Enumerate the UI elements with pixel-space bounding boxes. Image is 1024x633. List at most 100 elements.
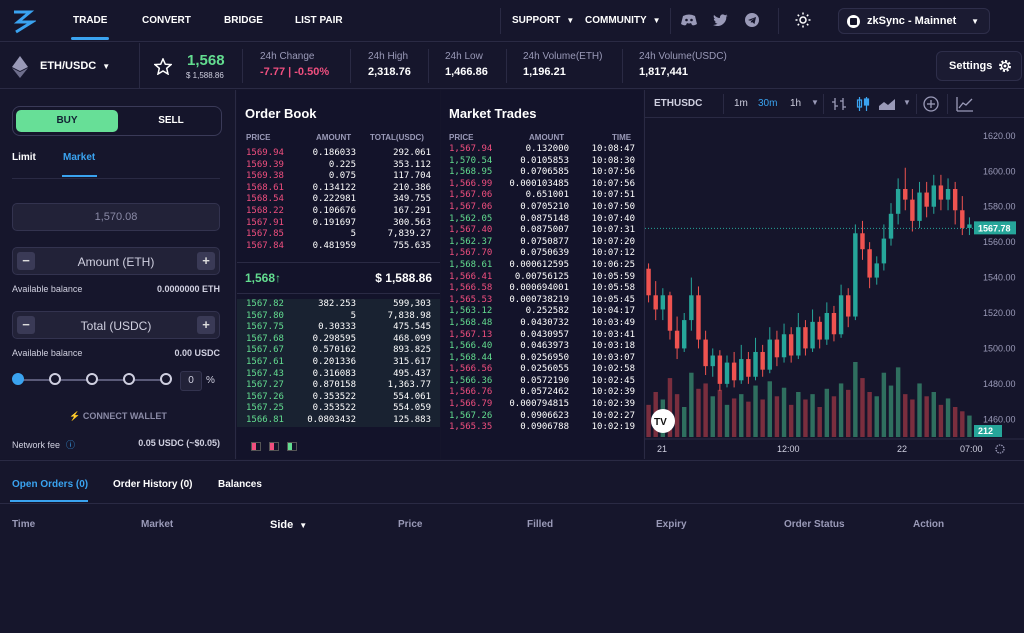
trade-row[interactable]: 1,568.48 0.0430732 10:03:49: [449, 317, 635, 328]
slider-knob-75[interactable]: [123, 373, 135, 385]
ask-row[interactable]: 1569.39 0.225 353.112: [246, 159, 431, 170]
ask-row[interactable]: 1567.84 0.481959 755.635: [246, 240, 431, 251]
increment-button[interactable]: +: [197, 316, 215, 334]
slider-knob-0[interactable]: [12, 373, 24, 385]
ask-row[interactable]: 1569.38 0.075 117.704: [246, 171, 431, 182]
bid-row[interactable]: 1567.82 382.253 599,303: [237, 299, 440, 311]
bid-row[interactable]: 1567.26 0.353522 554.061: [237, 391, 440, 404]
add-indicator-icon[interactable]: [923, 96, 939, 112]
ask-row[interactable]: 1568.61 0.134122 210.386: [246, 182, 431, 193]
ask-row[interactable]: 1568.22 0.106676 167.291: [246, 205, 431, 216]
ask-row[interactable]: 1567.91 0.191697 300.563: [246, 217, 431, 228]
nav-convert[interactable]: CONVERT: [142, 15, 191, 26]
twitter-icon[interactable]: [713, 14, 728, 26]
candles-icon[interactable]: [855, 96, 871, 112]
nav-trade[interactable]: TRADE: [70, 15, 110, 40]
bid-row[interactable]: 1566.81 0.0803432 125.883: [237, 414, 440, 427]
buy-button[interactable]: BUY: [16, 110, 118, 132]
discord-icon[interactable]: [681, 14, 697, 26]
ask-row[interactable]: 1569.94 0.186033 292.061: [246, 148, 431, 158]
trade-row[interactable]: 1,565.53 0.000738219 10:05:45: [449, 294, 635, 305]
percent-input[interactable]: 0: [180, 371, 202, 391]
trade-row[interactable]: 1,566.41 0.00756125 10:05:59: [449, 271, 635, 282]
trade-row[interactable]: 1,568.44 0.0256950 10:03:07: [449, 352, 635, 363]
ask-row[interactable]: 1568.54 0.222981 349.755: [246, 194, 431, 205]
info-icon[interactable]: ⓘ: [66, 440, 76, 450]
community-dropdown[interactable]: COMMUNITY ▼: [585, 15, 661, 26]
trade-row[interactable]: 1,568.95 0.0706585 10:07:56: [449, 167, 635, 178]
trade-row[interactable]: 1,566.56 0.0256055 10:02:58: [449, 364, 635, 375]
area-chart-icon[interactable]: [878, 97, 896, 111]
trade-row[interactable]: 1,562.05 0.0875148 10:07:40: [449, 213, 635, 224]
sell-button[interactable]: SELL: [158, 115, 184, 126]
total-field[interactable]: − Total (USDC) +: [12, 311, 220, 339]
decrement-button[interactable]: −: [17, 316, 35, 334]
support-dropdown[interactable]: SUPPORT ▼: [512, 15, 574, 26]
interval-30m[interactable]: 30m: [758, 98, 778, 109]
view-asks-icon[interactable]: [269, 442, 279, 451]
bid-row[interactable]: 1567.27 0.870158 1,363.77: [237, 380, 440, 392]
interval-1m[interactable]: 1m: [734, 98, 748, 109]
chevron-down-icon[interactable]: ▼: [811, 98, 819, 107]
trade-row[interactable]: 1,565.35 0.0906788 10:02:19: [449, 422, 635, 433]
tab-market[interactable]: Market: [63, 152, 96, 163]
trade-row[interactable]: 1,568.61 0.000612595 10:06:25: [449, 259, 635, 270]
trade-row[interactable]: 1,567.94 0.132000 10:08:47: [449, 144, 635, 154]
trade-row[interactable]: 1,566.76 0.0572462 10:02:39: [449, 387, 635, 398]
trade-row[interactable]: 1,570.54 0.0105853 10:08:30: [449, 155, 635, 166]
view-both-icon[interactable]: [251, 442, 261, 451]
sun-icon[interactable]: [795, 12, 811, 28]
chevron-down-icon[interactable]: ▼: [903, 98, 911, 107]
bid-row[interactable]: 1567.25 0.353522 554.059: [237, 403, 440, 415]
pair-selector[interactable]: ETH/USDC ▼: [40, 60, 110, 72]
trade-row[interactable]: 1,563.12 0.252582 10:04:17: [449, 306, 635, 317]
connect-wallet-button[interactable]: ⚡ CONNECT WALLET: [0, 411, 236, 422]
trade-row[interactable]: 1,567.26 0.0906623 10:02:27: [449, 410, 635, 421]
trade-row[interactable]: 1,566.36 0.0572190 10:02:45: [449, 375, 635, 386]
trade-row[interactable]: 1,566.58 0.000694001 10:05:58: [449, 283, 635, 294]
trade-row[interactable]: 1,566.99 0.000103485 10:07:56: [449, 178, 635, 189]
slider-knob-25[interactable]: [49, 373, 61, 385]
trade-row[interactable]: 1,567.06 0.0705210 10:07:50: [449, 201, 635, 212]
tab-open-orders[interactable]: Open Orders (0): [12, 479, 89, 490]
trade-row[interactable]: 1,567.40 0.0875007 10:07:31: [449, 225, 635, 236]
bid-row[interactable]: 1567.75 0.30333 475.545: [237, 322, 440, 334]
amount-field[interactable]: − Amount (ETH) +: [12, 247, 220, 275]
network-selector[interactable]: zkSync - Mainnet ▼: [838, 8, 990, 34]
candlestick-plot[interactable]: 1620.00 1600.00 1580.00 1560.00 1540.00 1520.…: [645, 119, 1024, 459]
bid-row[interactable]: 1567.68 0.298595 468.099: [237, 333, 440, 346]
ask-row[interactable]: 1567.85 5 7,839.27: [246, 229, 431, 240]
tab-order-history[interactable]: Order History (0): [113, 479, 193, 490]
percent-slider[interactable]: [12, 370, 172, 390]
settings-button[interactable]: Settings: [936, 51, 1022, 81]
interval-1h[interactable]: 1h: [790, 98, 802, 109]
bid-row[interactable]: 1567.61 0.201336 315.617: [237, 356, 440, 369]
increment-button[interactable]: +: [197, 252, 215, 270]
price-chart[interactable]: ETHUSDC 1m 30m 1h ▼ ▼ 1620.00 1600.00 1580…: [644, 90, 1024, 459]
logo-icon[interactable]: [10, 8, 36, 34]
trade-row[interactable]: 1,567.06 0.651001 10:07:51: [449, 190, 635, 201]
nav-bridge[interactable]: BRIDGE: [224, 15, 263, 26]
indicators-icon[interactable]: [956, 96, 974, 112]
slider-knob-50[interactable]: [86, 373, 98, 385]
slider-knob-100[interactable]: [160, 373, 172, 385]
trade-row[interactable]: 1,567.70 0.0750639 10:07:12: [449, 248, 635, 259]
trade-row[interactable]: 1,566.79 0.000794815 10:02:39: [449, 399, 635, 410]
bid-row[interactable]: 1567.80 5 7,838.98: [237, 310, 440, 323]
gear-icon[interactable]: [995, 444, 1005, 454]
nav-list-pair[interactable]: LIST PAIR: [295, 15, 343, 26]
decrement-button[interactable]: −: [17, 252, 35, 270]
trade-row[interactable]: 1,562.37 0.0750877 10:07:20: [449, 236, 635, 247]
bid-row[interactable]: 1567.43 0.316083 495.437: [237, 368, 440, 381]
trade-row[interactable]: 1,567.13 0.0430957 10:03:41: [449, 329, 635, 340]
view-bids-icon[interactable]: [287, 442, 297, 451]
telegram-icon[interactable]: [745, 13, 759, 27]
trade-row[interactable]: 1,566.40 0.0463973 10:03:18: [449, 341, 635, 352]
col-side[interactable]: Side ▼: [270, 519, 307, 531]
price-input[interactable]: 1,570.08: [12, 203, 220, 231]
bid-row[interactable]: 1567.67 0.570162 893.825: [237, 345, 440, 357]
tab-limit[interactable]: Limit: [12, 152, 36, 163]
bars-icon[interactable]: [831, 97, 847, 111]
star-icon[interactable]: [154, 58, 172, 75]
tab-balances[interactable]: Balances: [218, 479, 262, 490]
